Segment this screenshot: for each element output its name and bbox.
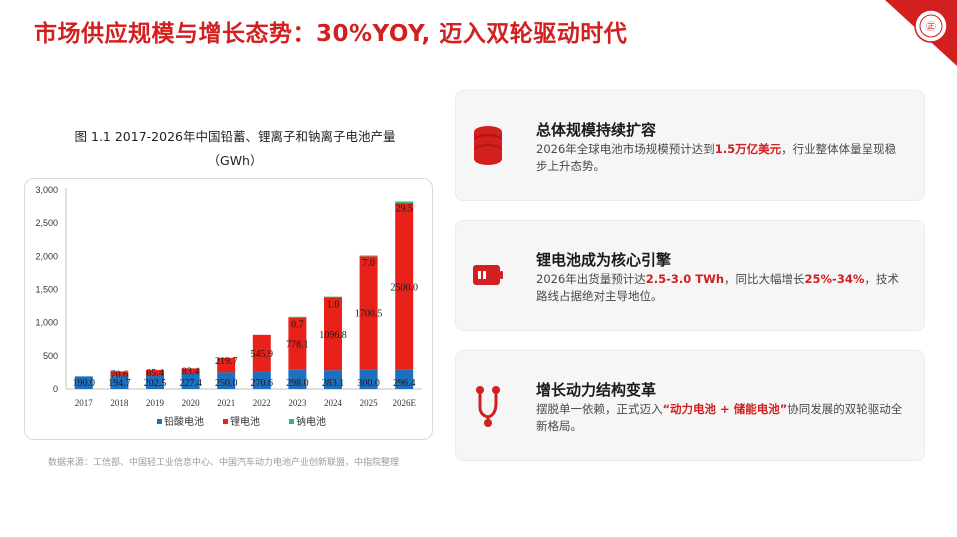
bar-lithium — [146, 369, 164, 376]
bar-lead — [324, 370, 342, 389]
y-tick-label: 3,000 — [35, 185, 58, 195]
bar-lead — [395, 369, 414, 389]
data-label-lead: 190.0 — [73, 378, 96, 389]
bar-lead — [181, 373, 200, 389]
data-label-lead: 202.5 — [144, 378, 167, 389]
legend-label: 铅酸电池 — [164, 415, 204, 428]
bar-lithium — [217, 357, 236, 373]
data-label-lithium: 83.4 — [182, 366, 200, 377]
bar-lithium — [181, 368, 200, 374]
battery-icon — [473, 265, 503, 285]
x-tick-label: 2017 — [75, 398, 94, 408]
data-label-lead: 298.0 — [286, 378, 309, 389]
y-tick-label: 2,500 — [35, 218, 58, 228]
bar-lithium — [395, 203, 414, 370]
chart-unit: （GWh） — [207, 153, 263, 168]
data-label-lithium: 219.7 — [215, 356, 238, 367]
y-tick-label: 2,000 — [35, 251, 58, 261]
battery-output-chart: 0 500 1,000 1,500 2,000 2,500 3,000 190.0 2017 19… — [35, 185, 422, 428]
x-tick-label: 2021 — [217, 398, 235, 408]
data-label-lead: 227.4 — [179, 378, 202, 389]
bar-sodium — [359, 255, 378, 257]
stack-coins-icon — [474, 126, 502, 165]
bar-lithium — [288, 317, 307, 370]
svg-text:㊣: ㊣ — [926, 21, 936, 33]
bar-sodium — [324, 296, 342, 298]
data-label-lithium: 70.6 — [111, 369, 128, 380]
legend-swatch — [289, 419, 294, 424]
bar-sodium — [395, 201, 414, 204]
chart-title: 图 1.1 2017-2026年中国铅蓄、锂离子和钠离子电池产量 — [74, 129, 396, 144]
card-text: 2026年出货量预计达2.5-3.0 TWh，同比大幅增长25%-34%，技术路… — [536, 272, 899, 303]
data-label-lead: 296.4 — [393, 378, 416, 389]
data-label-lithium: 545.9 — [251, 349, 274, 360]
data-label-lead: 283.1 — [322, 378, 345, 389]
data-label-lithium: 778.1 — [286, 339, 309, 350]
x-tick-label: 2018 — [110, 398, 128, 408]
legend-swatch — [223, 419, 228, 424]
x-tick-label: 2019 — [146, 398, 165, 408]
card-total-scale: 总体规模持续扩容 2026年全球电池市场规模预计达到1.5万亿美元，行业整体体量… — [455, 90, 925, 201]
branch-icon — [476, 386, 500, 427]
bar-lead — [74, 376, 93, 389]
data-label-lead: 300.0 — [357, 378, 380, 389]
legend-label: 锂电池 — [230, 415, 260, 428]
bar-lithium — [324, 297, 342, 371]
x-tick-label: 2023 — [288, 398, 307, 408]
bar-lithium — [252, 334, 271, 372]
bar-lead — [359, 369, 378, 389]
bar-lead — [288, 369, 307, 389]
card-growth-structure: 增长动力结构变革 摆脱单一依赖，正式迈入“动力电池 + 储能电池”协同发展的双轮… — [455, 350, 925, 461]
card-title: 总体规模持续扩容 — [536, 121, 657, 139]
bar-sodium — [288, 316, 307, 318]
y-tick-label: 500 — [43, 351, 58, 361]
card-text: 2026年全球电池市场规模预计达到1.5万亿美元，行业整体体量呈现稳步上升态势。 — [536, 142, 897, 173]
card-text: 摆脱单一依赖，正式迈入“动力电池 + 储能电池”协同发展的双轮驱动全新格局。 — [536, 402, 903, 433]
card-lithium-engine: 锂电池成为核心引擎 2026年出货量预计达2.5-3.0 TWh，同比大幅增长2… — [455, 220, 925, 331]
x-tick-label: 2020 — [182, 398, 201, 408]
bar-lead — [217, 372, 236, 389]
x-tick-label: 2025 — [360, 398, 379, 408]
bar-lithium — [359, 256, 378, 370]
legend-swatch — [157, 419, 162, 424]
data-label-lithium: 85.4 — [146, 368, 164, 379]
brand-logo: ㊣ — [885, 0, 957, 66]
data-label-lithium: 1096.8 — [319, 330, 347, 341]
data-label-sodium: 7.0 — [362, 258, 375, 269]
data-label-lithium: 1700.5 — [355, 309, 383, 320]
data-label-lead: 194.7 — [108, 378, 130, 389]
bar-lead — [110, 376, 129, 389]
legend-label: 钠电池 — [296, 415, 326, 428]
data-label-sodium: 1.0 — [327, 299, 340, 310]
bar-lead — [146, 375, 164, 389]
x-tick-label: 2022 — [253, 398, 271, 408]
data-label-lithium: 2500.0 — [390, 282, 418, 293]
card-title: 锂电池成为核心引擎 — [536, 251, 672, 269]
x-tick-label: 2024 — [324, 398, 343, 408]
page-title: 市场供应规模与增长态势：30%YOY, 迈入双轮驱动时代 — [34, 21, 628, 47]
data-label-lead: 270.6 — [251, 378, 274, 389]
bar-lithium — [110, 371, 129, 377]
data-label-lead: 250.0 — [215, 378, 238, 389]
y-tick-label: 1,500 — [35, 285, 58, 295]
bar-lead — [252, 371, 271, 389]
y-tick-label: 1,000 — [35, 318, 58, 328]
y-tick-label: 0 — [53, 384, 58, 394]
x-tick-label: 2026E — [392, 398, 416, 408]
data-source-note: 数据来源：工信部、中国轻工业信息中心、中国汽车动力电池产业创新联盟，中指院整理 — [48, 458, 400, 468]
data-label-sodium: 0.7 — [291, 320, 304, 331]
data-label-sodium: 29.5 — [395, 204, 413, 215]
card-title: 增长动力结构变革 — [536, 381, 657, 399]
